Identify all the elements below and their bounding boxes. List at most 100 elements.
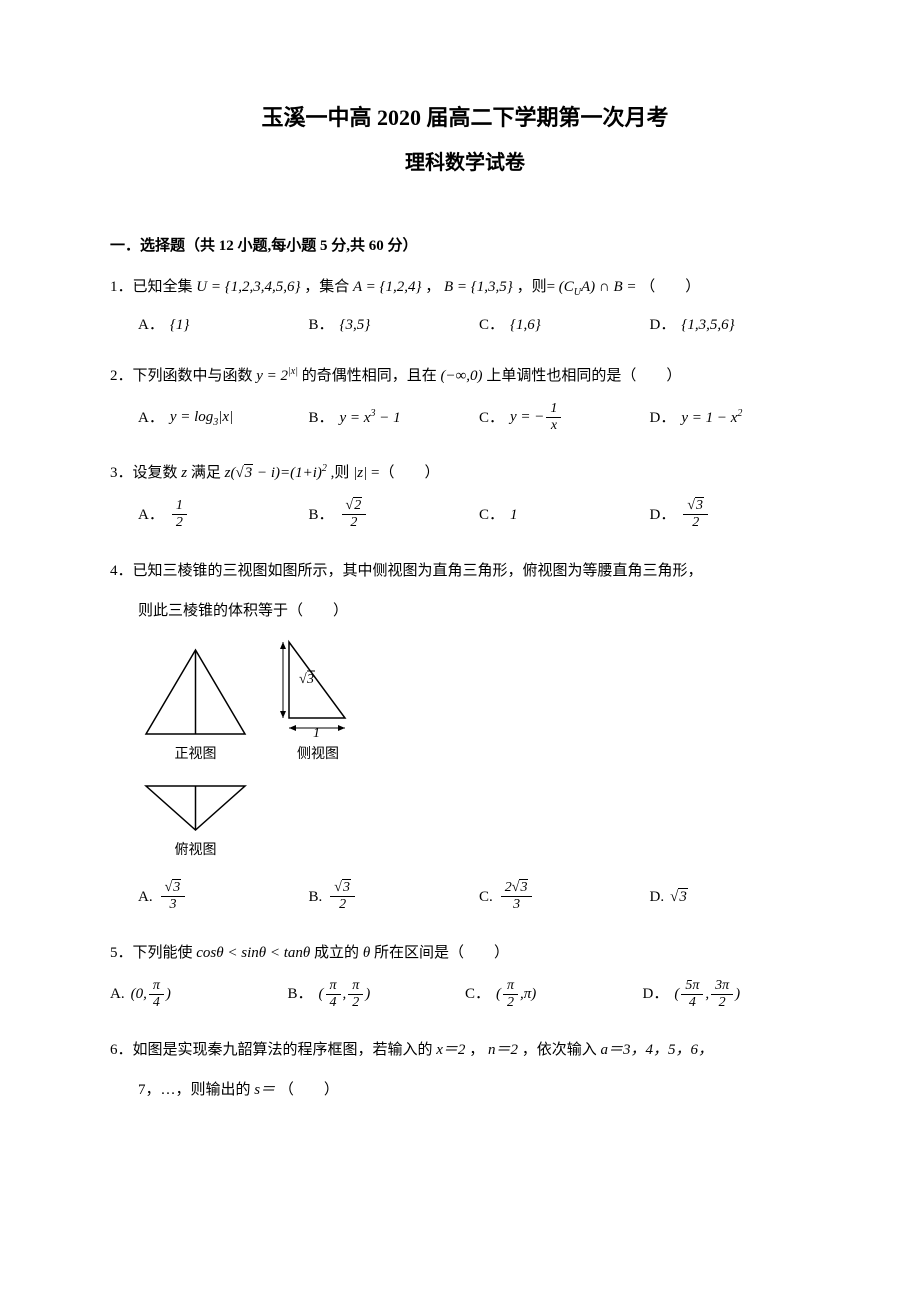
text: 3．设复数: [110, 465, 178, 481]
opt-label: D．: [643, 982, 669, 1006]
q2-option-c: C． y = −1x: [479, 401, 650, 434]
q2-option-a: A． y = log3|x|: [138, 405, 309, 431]
front-view-svg: [138, 646, 253, 738]
question-3: 3．设复数 z 满足 z(3 − i)=(1+i)2 ,则 |z| =（ ） A…: [110, 458, 820, 541]
opt-label: A.: [138, 885, 153, 909]
q5-option-d: D． (5π4,3π2): [643, 978, 821, 1011]
q4-line2: 则此三棱锥的体积等于（ ）: [110, 596, 820, 626]
opt-value: 33: [161, 880, 186, 913]
opt-value: (5π4,3π2): [674, 978, 740, 1011]
q4-diagram: √ 3 1 正视图 侧视图 俯视图: [110, 638, 820, 863]
q5-text: 5．下列能使 cosθ < sinθ < tanθ 成立的 θ 所在区间是（ ）: [110, 938, 820, 968]
text: ，集合: [304, 279, 349, 295]
q2-text: 2．下列函数中与函数 y = 2|x| 的奇偶性相同，且在 (−∞,0) 上单调…: [110, 361, 820, 391]
expr: (CUA) ∩ B =: [559, 279, 641, 295]
theta: θ: [363, 945, 370, 961]
func: y = 2|x|: [256, 368, 301, 384]
opt-label: A．: [138, 503, 164, 527]
text: 7，…，则输出的: [138, 1082, 251, 1098]
q3-option-c: C． 1: [479, 503, 650, 527]
q1-option-c: C． {1,6}: [479, 313, 650, 337]
q4-line1: 4．已知三棱锥的三视图如图所示，其中侧视图为直角三角形，俯视图为等腰直角三角形，: [110, 556, 820, 586]
expr: z(3 − i)=(1+i)2: [225, 465, 331, 481]
question-2: 2．下列函数中与函数 y = 2|x| 的奇偶性相同，且在 (−∞,0) 上单调…: [110, 361, 820, 444]
opt-label: B．: [309, 313, 334, 337]
n-expr: n＝2: [488, 1042, 518, 1058]
q5-options: A. (0,π4) B． (π4,π2) C． (π2,π) D． (5π4,3…: [110, 978, 820, 1011]
q2-option-b: B． y = x3 − 1: [309, 406, 480, 430]
q6-line2: 7，…，则输出的 s＝ （ ）: [110, 1075, 820, 1105]
opt-value: y = 1 − x2: [681, 406, 742, 430]
set-a: A = {1,2,4}: [353, 279, 422, 295]
x-expr: x＝2: [436, 1042, 465, 1058]
svg-text:3: 3: [306, 672, 314, 687]
set-b: B = {1,3,5}: [444, 279, 513, 295]
text: 满足: [191, 465, 221, 481]
q3-option-a: A． 12: [138, 498, 309, 531]
text: 1．已知全集: [110, 279, 193, 295]
q2-options: A． y = log3|x| B． y = x3 − 1 C． y = −1x …: [110, 401, 820, 434]
opt-label: D．: [650, 406, 676, 430]
text: ，则=: [517, 279, 555, 295]
opt-value: 3: [670, 885, 688, 909]
text: =（ ）: [371, 465, 439, 481]
a-expr: a＝3，4，5，6，: [600, 1042, 713, 1058]
text: 2．下列函数中与函数: [110, 368, 253, 384]
text: 5．下列能使: [110, 945, 193, 961]
question-6: 6．如图是实现秦九韶算法的程序框图，若输入的 x＝2 ， n＝2 ，依次输入 a…: [110, 1035, 820, 1115]
opt-value: 22: [342, 498, 367, 531]
text: ，: [469, 1042, 484, 1058]
opt-value: 12: [172, 498, 187, 531]
q1-option-d: D． {1,3,5,6}: [650, 313, 821, 337]
q4-option-d: D. 3: [650, 885, 821, 909]
text: 6．如图是实现秦九韶算法的程序框图，若输入的: [110, 1042, 433, 1058]
exam-subtitle: 理科数学试卷: [110, 147, 820, 179]
text: 所在区间是（ ）: [374, 945, 509, 961]
set-u: U = {1,2,3,4,5,6}: [196, 279, 300, 295]
q3-options: A． 12 B． 22 C． 1 D． 32: [110, 498, 820, 531]
opt-label: B．: [309, 503, 334, 527]
opt-label: B．: [309, 406, 334, 430]
opt-value: 32: [330, 880, 355, 913]
opt-value: 32: [683, 498, 708, 531]
svg-text:√: √: [299, 672, 307, 687]
side-view-label: 侧视图: [273, 744, 363, 766]
text: 上单调性也相同的是（ ）: [486, 368, 681, 384]
opt-label: D．: [650, 313, 676, 337]
q6-line1: 6．如图是实现秦九韶算法的程序框图，若输入的 x＝2 ， n＝2 ，依次输入 a…: [110, 1035, 820, 1065]
opt-value: 233: [501, 880, 533, 913]
interval: (−∞,0): [441, 368, 483, 384]
opt-label: B.: [309, 885, 323, 909]
opt-value: y = −1x: [510, 401, 563, 434]
question-5: 5．下列能使 cosθ < sinθ < tanθ 成立的 θ 所在区间是（ ）…: [110, 938, 820, 1021]
top-view-label: 俯视图: [138, 840, 253, 862]
q1-option-a: A． {1}: [138, 313, 309, 337]
side-view-svg: √ 3 1: [273, 638, 363, 738]
text: 的奇偶性相同，且在: [302, 368, 437, 384]
q5-option-c: C． (π2,π): [465, 978, 643, 1011]
q5-option-a: A. (0,π4): [110, 978, 288, 1011]
text: 成立的: [314, 945, 359, 961]
front-view-label: 正视图: [138, 744, 253, 766]
text: （ ）: [279, 1082, 339, 1098]
opt-value: {1}: [170, 313, 190, 337]
s-expr: s＝: [254, 1082, 275, 1098]
q1-text: 1．已知全集 U = {1,2,3,4,5,6} ，集合 A = {1,2,4}…: [110, 272, 820, 303]
text: ,则: [331, 465, 350, 481]
q5-option-b: B． (π4,π2): [288, 978, 466, 1011]
top-view-svg: [138, 782, 253, 834]
text: （ ）: [640, 279, 700, 295]
exam-title: 玉溪一中高 2020 届高二下学期第一次月考: [110, 100, 820, 135]
q4-option-a: A. 33: [138, 880, 309, 913]
z: z: [181, 465, 187, 481]
opt-value: (π4,π2): [319, 978, 371, 1011]
q4-option-c: C. 233: [479, 880, 650, 913]
opt-label: D.: [650, 885, 665, 909]
opt-label: A．: [138, 406, 164, 430]
q4-option-b: B. 32: [309, 880, 480, 913]
question-1: 1．已知全集 U = {1,2,3,4,5,6} ，集合 A = {1,2,4}…: [110, 272, 820, 347]
opt-label: B．: [288, 982, 313, 1006]
mod: |z|: [353, 465, 367, 481]
text: ，依次输入: [522, 1042, 597, 1058]
opt-value: (π2,π): [496, 978, 536, 1011]
